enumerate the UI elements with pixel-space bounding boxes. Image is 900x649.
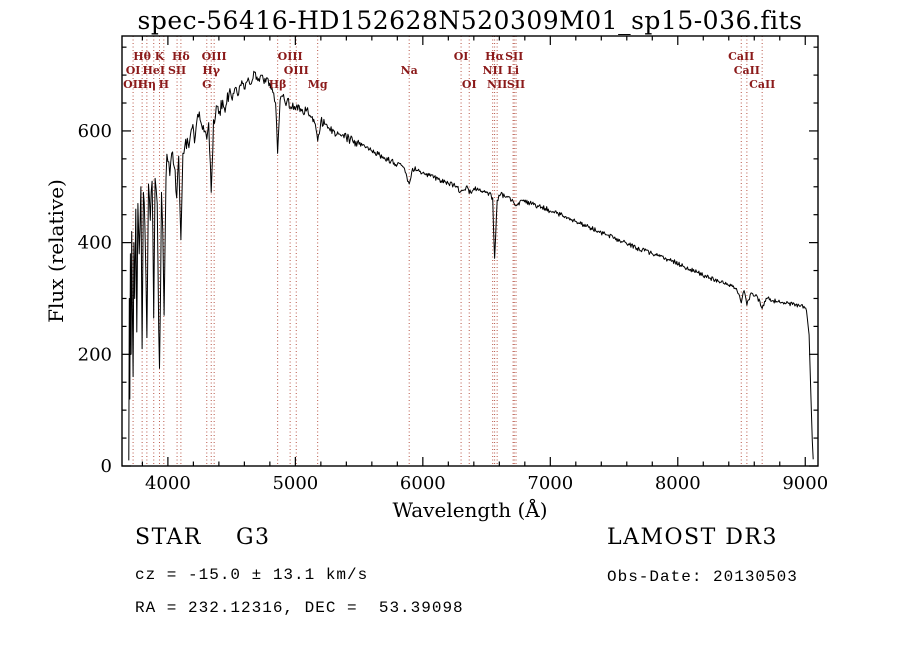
svg-text:Li: Li [507,64,519,77]
svg-text:Hβ: Hβ [269,78,287,91]
svg-text:5000: 5000 [272,473,318,494]
plot-title: spec-56416-HD152628N520309M01_sp15-036.f… [137,6,803,35]
svg-text:6000: 6000 [400,473,446,494]
svg-text:400: 400 [78,233,112,254]
survey-release-label: LAMOST DR3 [607,525,778,550]
svg-text:Na: Na [401,64,418,77]
spectrum-path [128,70,814,461]
svg-text:OIII: OIII [284,64,309,77]
y-tick-labels: 0 200 400 600 [78,121,112,477]
ra-dec-label: RA = 232.12316, DEC = 53.39098 [135,599,464,617]
svg-text:Mg: Mg [308,78,328,91]
svg-text:SII: SII [168,64,186,77]
svg-text:Hθ: Hθ [133,50,151,63]
svg-text:CaII: CaII [749,78,775,91]
svg-text:SII: SII [505,50,523,63]
svg-text:OII: OII [123,78,143,91]
svg-text:OI: OI [462,78,477,91]
x-axis-label: Wavelength (Å) [392,498,548,522]
svg-text:OIII: OIII [278,50,303,63]
axis-ticks [122,36,818,467]
svg-text:Hγ: Hγ [202,64,220,77]
svg-text:Hδ: Hδ [172,50,190,63]
svg-text:200: 200 [78,344,112,365]
svg-text:SII: SII [507,78,525,91]
svg-text:4000: 4000 [145,473,191,494]
x-tick-labels: 4000 5000 6000 7000 8000 9000 [145,473,828,494]
svg-text:8000: 8000 [655,473,701,494]
spectral-line-markers [132,36,763,466]
svg-text:H: H [159,78,169,91]
svg-text:OIII: OIII [202,50,227,63]
svg-text:NII: NII [487,78,507,91]
cz-velocity-label: cz = -15.0 ± 13.1 km/s [135,566,369,584]
svg-text:NII: NII [483,64,503,77]
svg-text:0: 0 [101,456,112,477]
svg-text:OI: OI [454,50,469,63]
svg-text:Hα: Hα [485,50,504,63]
svg-text:HeI: HeI [142,64,165,77]
object-class-label: STAR G3 [135,525,271,550]
svg-text:Hη: Hη [138,78,156,91]
svg-text:CaII: CaII [728,50,754,63]
svg-text:9000: 9000 [782,473,828,494]
plot-frame [121,35,819,467]
svg-text:G: G [202,78,211,91]
svg-text:CaII: CaII [734,64,760,77]
svg-text:7000: 7000 [527,473,573,494]
obs-date-label: Obs-Date: 20130503 [607,568,798,586]
svg-text:600: 600 [78,121,112,142]
svg-text:OI: OI [126,64,141,77]
y-axis-label: Flux (relative) [44,179,68,323]
svg-text:K: K [155,50,165,63]
